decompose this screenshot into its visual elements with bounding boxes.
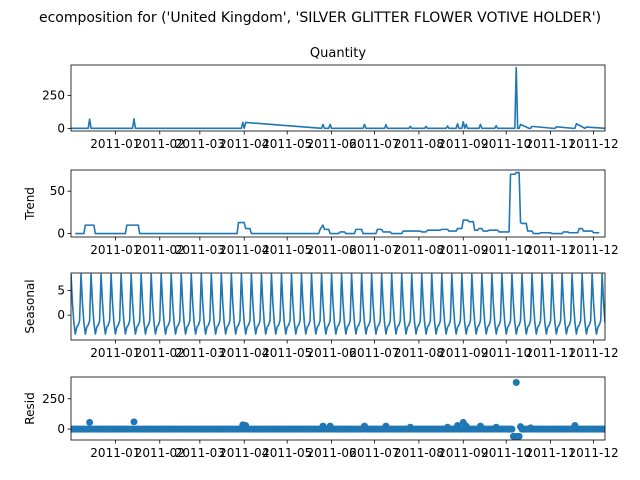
x-tick-label: 2011-02 <box>135 137 185 151</box>
x-tick-label: 2011-09 <box>438 243 488 257</box>
residual-point <box>601 425 605 433</box>
x-tick-label: 2011-04 <box>219 137 269 151</box>
x-tick-label: 2011-12 <box>568 243 618 257</box>
x-tick-label: 2011-09 <box>438 346 488 360</box>
x-tick-label: 2011-04 <box>219 346 269 360</box>
y-tick-label: 0 <box>57 227 65 241</box>
subplot-4: 02502011-012011-022011-032011-042011-052… <box>23 376 619 460</box>
residual-point <box>508 425 516 433</box>
x-tick-label: 2011-01 <box>90 243 140 257</box>
x-tick-label: 2011-08 <box>394 346 444 360</box>
axes-frame <box>70 272 606 341</box>
x-tick-label: 2011-07 <box>349 346 399 360</box>
plot-area <box>75 171 600 235</box>
x-tick-label: 2011-01 <box>90 446 140 460</box>
seasonal-line <box>71 273 605 335</box>
subplot-3: 052011-012011-022011-032011-042011-05201… <box>23 272 619 360</box>
x-tick-label: 2011-06 <box>306 137 356 151</box>
x-tick-label: 2011-12 <box>568 446 618 460</box>
y-tick-label: 0 <box>57 422 65 436</box>
x-tick-label: 2011-05 <box>262 346 312 360</box>
residual-point <box>512 378 520 386</box>
axes-frame <box>70 376 606 441</box>
plot-area <box>71 273 605 335</box>
y-tick-label: 0 <box>57 121 65 135</box>
x-tick-label: 2011-03 <box>175 446 225 460</box>
x-tick-label: 2011-07 <box>349 137 399 151</box>
subplot-title: Quantity <box>310 46 366 61</box>
y-axis-label: Resid <box>23 392 37 424</box>
x-tick-label: 2011-06 <box>306 346 356 360</box>
x-tick-label: 2011-02 <box>135 243 185 257</box>
x-tick-label: 2011-11 <box>526 446 576 460</box>
subplot-1: 02502011-012011-022011-032011-042011-052… <box>42 46 619 151</box>
x-tick-label: 2011-04 <box>219 243 269 257</box>
series-line <box>71 66 605 130</box>
x-tick-label: 2011-05 <box>262 243 312 257</box>
x-tick-label: 2011-11 <box>526 243 576 257</box>
plot-area <box>71 378 605 440</box>
x-tick-label: 2011-08 <box>394 446 444 460</box>
x-tick-label: 2011-12 <box>568 346 618 360</box>
axes-frame <box>70 64 606 132</box>
x-tick-label: 2011-03 <box>175 137 225 151</box>
y-tick-label: 5 <box>57 283 65 297</box>
x-tick-label: 2011-11 <box>526 137 576 151</box>
y-axis-label: Seasonal <box>23 279 37 333</box>
x-tick-label: 2011-03 <box>175 346 225 360</box>
x-tick-label: 2011-05 <box>262 137 312 151</box>
y-tick-label: 0 <box>57 308 65 322</box>
x-tick-label: 2011-09 <box>438 137 488 151</box>
x-tick-label: 2011-10 <box>481 346 531 360</box>
x-tick-label: 2011-08 <box>394 243 444 257</box>
residual-point <box>515 432 523 440</box>
x-tick-label: 2011-04 <box>219 446 269 460</box>
y-tick-label: 50 <box>50 184 65 198</box>
x-tick-label: 2011-08 <box>394 137 444 151</box>
x-tick-label: 2011-09 <box>438 446 488 460</box>
subplot-panels: 02502011-012011-022011-032011-042011-052… <box>23 46 619 460</box>
residual-point <box>86 418 94 426</box>
y-axis-label: Trend <box>23 187 37 221</box>
plot-area <box>71 66 605 130</box>
x-tick-label: 2011-01 <box>90 137 140 151</box>
x-tick-label: 2011-10 <box>481 243 531 257</box>
subplot-2: 0502011-012011-022011-032011-042011-0520… <box>23 169 619 257</box>
x-tick-label: 2011-02 <box>135 346 185 360</box>
x-tick-label: 2011-10 <box>481 137 531 151</box>
x-tick-label: 2011-07 <box>349 243 399 257</box>
y-tick-label: 250 <box>42 392 65 406</box>
axes-frame <box>70 169 606 238</box>
x-tick-label: 2011-11 <box>526 346 576 360</box>
x-tick-label: 2011-07 <box>349 446 399 460</box>
y-tick-label: 250 <box>42 88 65 102</box>
x-tick-label: 2011-03 <box>175 243 225 257</box>
series-line <box>75 171 600 235</box>
x-tick-label: 2011-10 <box>481 446 531 460</box>
x-tick-label: 2011-05 <box>262 446 312 460</box>
residual-point <box>130 418 138 426</box>
x-tick-label: 2011-01 <box>90 346 140 360</box>
figure-suptitle: ecomposition for ('United Kingdom', 'SIL… <box>39 10 601 26</box>
x-tick-label: 2011-12 <box>568 137 618 151</box>
x-tick-label: 2011-02 <box>135 446 185 460</box>
x-tick-label: 2011-06 <box>306 243 356 257</box>
x-tick-label: 2011-06 <box>306 446 356 460</box>
